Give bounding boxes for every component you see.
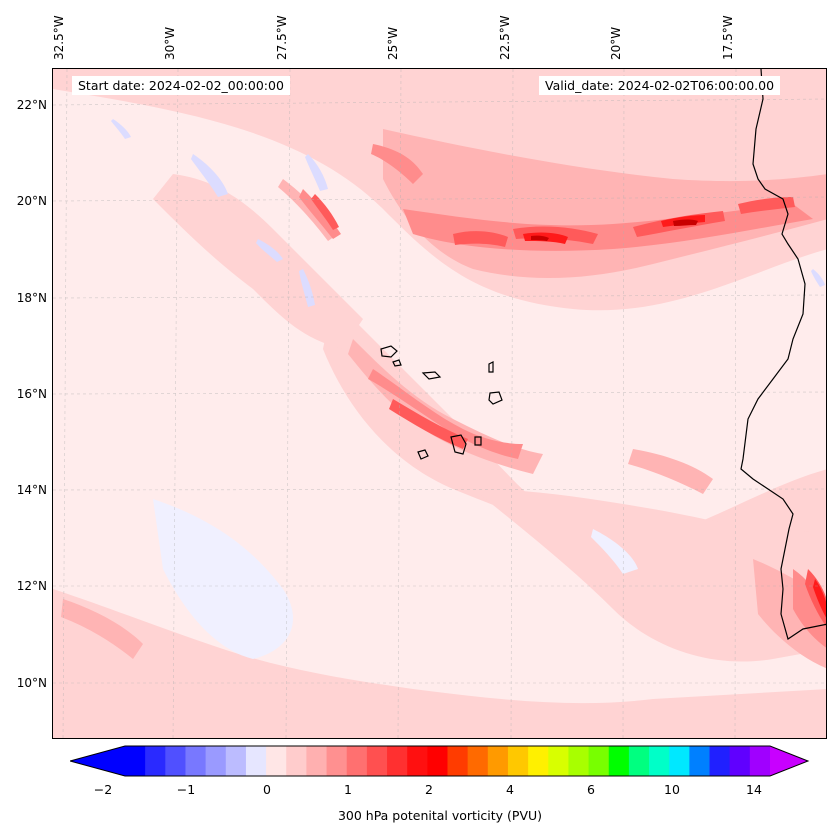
colorbar-segment	[528, 746, 549, 776]
colorbar-tick: −1	[176, 782, 196, 797]
colorbar-segment	[608, 746, 630, 776]
lon-label: 30°W	[163, 26, 177, 60]
colorbar-tick: 1	[344, 782, 352, 797]
colorbar-tick: −2	[93, 782, 113, 797]
coastline	[740, 69, 826, 640]
lon-label: 22.5°W	[498, 15, 512, 60]
colorbar-segment	[165, 746, 186, 776]
lat-label: 12°N	[16, 579, 47, 593]
colorbar-segment	[205, 746, 227, 776]
colorbar-tick: 4	[506, 782, 514, 797]
colorbar-segment	[588, 746, 610, 776]
colorbar-segment	[507, 746, 529, 776]
colorbar-segment	[709, 746, 731, 776]
lon-label: 20°W	[609, 26, 623, 60]
colorbar-segment	[407, 746, 428, 776]
colorbar-title: 300 hPa potenital vorticity (PVU)	[337, 808, 543, 823]
colorbar-segment	[427, 746, 448, 776]
colorbar-segment	[669, 746, 690, 776]
lat-label: 16°N	[16, 387, 47, 401]
colorbar-segment	[548, 746, 569, 776]
colorbar-segment	[568, 746, 590, 776]
colorbar-tick: 10	[664, 782, 680, 797]
colorbar-segment	[366, 746, 388, 776]
colorbar-segment	[487, 746, 509, 776]
start-date-label: Start date: 2024-02-02_00:00:00	[72, 76, 290, 95]
colorbar-segment	[125, 746, 146, 776]
colorbar-extend-high	[770, 746, 808, 776]
colorbar-segment	[326, 746, 348, 776]
colorbar-segment	[387, 746, 408, 776]
colorbar-segment	[306, 746, 328, 776]
lat-label: 10°N	[16, 676, 47, 690]
colorbar-segment	[266, 746, 287, 776]
lon-label: 32.5°W	[52, 15, 66, 60]
colorbar-outline	[70, 745, 810, 777]
lat-label: 22°N	[16, 98, 47, 112]
lon-label: 25°W	[386, 26, 400, 60]
colorbar-extend-low	[70, 746, 125, 776]
lat-label: 14°N	[16, 483, 47, 497]
colorbar-segment	[628, 746, 650, 776]
colorbar-segment	[689, 746, 711, 776]
colorbar-segment	[729, 746, 751, 776]
colorbar-segment	[749, 746, 771, 776]
lon-label: 17.5°W	[721, 15, 735, 60]
colorbar-tick: 2	[425, 782, 433, 797]
colorbar-tick: 0	[263, 782, 271, 797]
colorbar-segment	[286, 746, 307, 776]
colorbar-tick: 14	[746, 782, 762, 797]
lat-label: 20°N	[16, 194, 47, 208]
colorbar-tick: 6	[587, 782, 595, 797]
colorbar-segment	[185, 746, 207, 776]
lon-label: 27.5°W	[275, 15, 289, 60]
map-panel	[52, 68, 827, 739]
colorbar-segment	[346, 746, 368, 776]
colorbar	[70, 745, 810, 777]
lat-label: 18°N	[16, 291, 47, 305]
valid-date-label: Valid_date: 2024-02-02T06:00:00.00	[539, 76, 781, 95]
colorbar-segment	[245, 746, 267, 776]
colorbar-segment	[447, 746, 469, 776]
colorbar-segment	[225, 746, 247, 776]
colorbar-segment	[467, 746, 489, 776]
colorbar-segment	[649, 746, 670, 776]
colorbar-segment	[145, 746, 166, 776]
pv-contour-map	[53, 69, 826, 738]
